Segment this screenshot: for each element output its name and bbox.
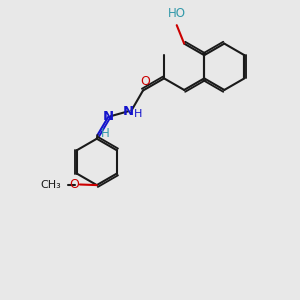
Text: CH₃: CH₃ [40, 179, 61, 190]
Text: O: O [140, 75, 150, 88]
Text: HO: HO [168, 7, 186, 20]
Text: N: N [103, 110, 114, 123]
Text: H: H [134, 109, 142, 119]
Text: N: N [123, 105, 134, 118]
Text: O: O [69, 178, 79, 191]
Text: H: H [100, 127, 109, 140]
